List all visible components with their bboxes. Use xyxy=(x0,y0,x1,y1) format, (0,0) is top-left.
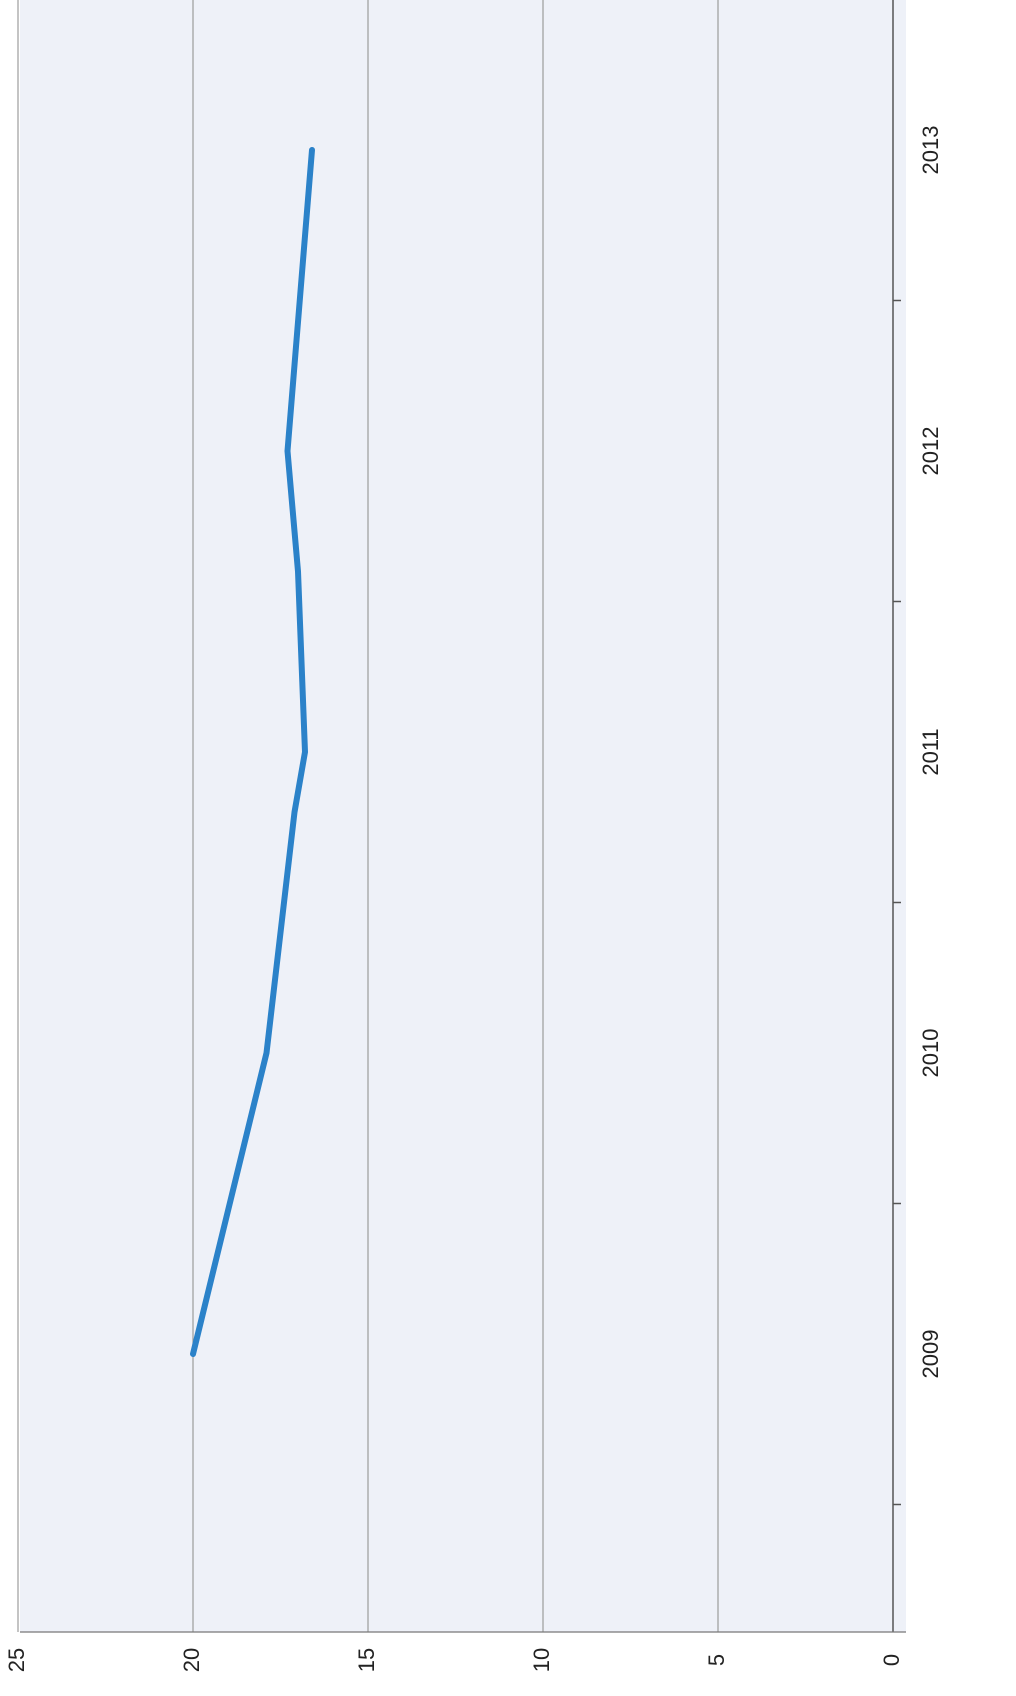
value-tick-label: 5 xyxy=(704,1654,729,1666)
value-tick-label: 15 xyxy=(354,1648,379,1672)
axes xyxy=(20,0,906,1633)
value-tick-labels: 0 5 10 15 20 25 xyxy=(4,1648,904,1672)
value-tick-label: 10 xyxy=(529,1648,554,1672)
plot-background xyxy=(20,0,906,1632)
year-tick-labels: 2009 2010 2011 2012 2013 xyxy=(918,126,943,1379)
value-tick-label: 20 xyxy=(179,1648,204,1672)
year-tick-label: 2009 xyxy=(918,1330,943,1379)
year-tick-label: 2011 xyxy=(918,728,943,775)
year-tick-label: 2013 xyxy=(918,126,943,175)
value-tick-label: 25 xyxy=(4,1648,29,1672)
value-tick-label: 0 xyxy=(879,1654,904,1666)
grid-lines xyxy=(17,0,719,1632)
year-tick-label: 2012 xyxy=(918,427,943,476)
series-layer xyxy=(190,147,315,1357)
year-tick-label: 2010 xyxy=(918,1029,943,1078)
series-line xyxy=(190,147,315,1357)
